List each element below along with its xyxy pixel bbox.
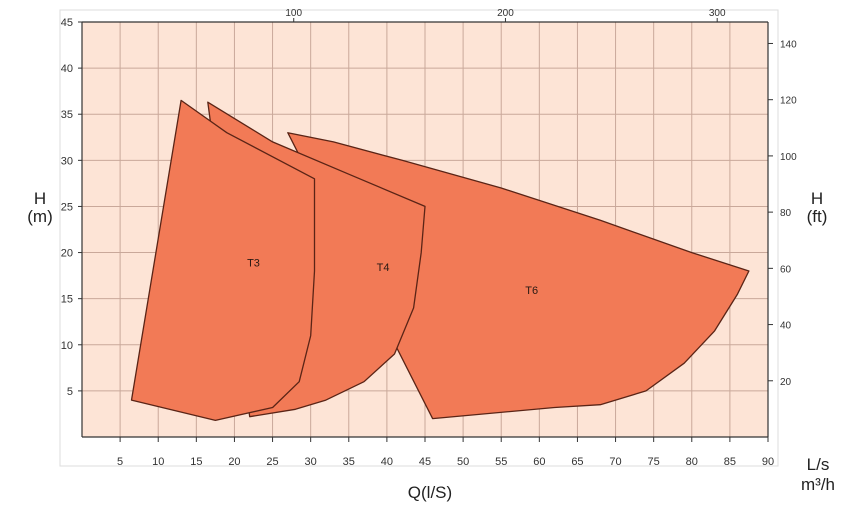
x-tick-label: 45 [419, 456, 431, 468]
x-tick-label: 50 [457, 456, 469, 468]
right-tick-label: 140 [780, 39, 797, 50]
x-tick-label: 80 [686, 456, 698, 468]
x-tick-label: 60 [533, 456, 545, 468]
right-tick-label: 40 [780, 321, 792, 332]
x-tick-label: 40 [381, 456, 393, 468]
x-tick-label: 70 [609, 456, 621, 468]
y-tick-label: 10 [61, 340, 73, 352]
x-axis-title: Q(l/S) [407, 483, 453, 502]
x-tick-label: 65 [571, 456, 583, 468]
x-tick-label: 75 [648, 456, 660, 468]
x-unit-top: m³/h [801, 475, 835, 494]
series-label-t4: T4 [377, 262, 390, 274]
y-tick-label: 45 [61, 17, 73, 29]
y-tick-label: 15 [61, 294, 73, 306]
x-tick-label: 85 [724, 456, 736, 468]
right-tick-label: 100 [780, 152, 797, 163]
top-tick-label: 300 [709, 8, 726, 19]
y-left-unit: (m) [27, 207, 53, 226]
x-tick-label: 90 [762, 456, 774, 468]
y-tick-label: 20 [61, 248, 73, 260]
right-tick-label: 20 [780, 377, 792, 388]
top-tick-label: 100 [285, 8, 302, 19]
series-label-t6: T6 [525, 285, 538, 297]
y-tick-label: 30 [61, 155, 73, 167]
right-tick-label: 80 [780, 208, 792, 219]
x-tick-label: 15 [190, 456, 202, 468]
right-tick-label: 60 [780, 264, 792, 275]
y-axis-left-title: H (m) [20, 190, 60, 226]
right-tick-label: 120 [780, 96, 797, 107]
region-t3 [130, 99, 316, 422]
y-axis-right-title: H (ft) [796, 190, 838, 226]
y-tick-label: 25 [61, 201, 73, 213]
y-right-label: H [810, 189, 824, 208]
y-tick-label: 5 [67, 386, 73, 398]
x-tick-label: 30 [305, 456, 317, 468]
y-tick-label: 40 [61, 63, 73, 75]
x-tick-label: 10 [152, 456, 164, 468]
y-left-label: H [33, 189, 47, 208]
x-tick-label: 25 [266, 456, 278, 468]
x-tick-label: 55 [495, 456, 507, 468]
x-tick-label: 5 [117, 456, 123, 468]
x-unit-bottom: L/s [806, 455, 830, 474]
series-label-t3: T3 [247, 257, 260, 269]
x-tick-label: 20 [228, 456, 240, 468]
top-tick-label: 200 [497, 8, 514, 19]
y-right-unit: (ft) [806, 207, 828, 226]
y-tick-label: 35 [61, 109, 73, 121]
x-tick-label: 35 [343, 456, 355, 468]
